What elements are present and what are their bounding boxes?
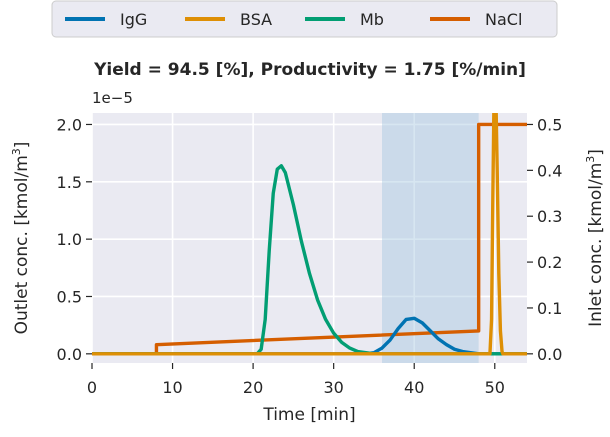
series-lines: [92, 113, 527, 356]
elution-window-shading: [382, 113, 479, 363]
y-left-axis-ticks: 0.0 0.5 1.0 1.5 2.0: [57, 115, 92, 364]
y-right-tick-label: 0.3: [537, 207, 562, 226]
chart-title: Yield = 94.5 [%], Productivity = 1.75 [%…: [93, 60, 526, 80]
x-tick-label: 40: [404, 378, 424, 397]
y-right-tick-label: 0.1: [537, 299, 562, 318]
y-right-tick-label: 0.0: [537, 345, 562, 364]
plot-area: [92, 113, 527, 363]
y-right-axis-ticks: 0.0 0.1 0.2 0.3 0.4 0.5: [527, 115, 562, 364]
legend-label-nacl: NaCl: [485, 10, 522, 29]
legend-frame: [51, 0, 558, 38]
y-left-tick-label: 2.0: [57, 115, 82, 134]
legend: IgG BSA Mb NaCl: [51, 0, 558, 38]
y-right-axis-label: Inlet conc. [kmol/m3]: [584, 149, 606, 327]
x-axis-ticks: 0 10 20 30 40 50: [87, 363, 505, 397]
x-tick-label: 20: [243, 378, 263, 397]
y-offset-label: 1e−5: [92, 89, 133, 107]
x-axis-label: Time [min]: [262, 405, 355, 425]
y-left-axis-label: Outlet conc. [kmol/m3]: [10, 142, 32, 335]
x-tick-label: 50: [485, 378, 505, 397]
y-left-tick-label: 1.5: [57, 173, 82, 192]
legend-label-mb: Mb: [360, 10, 384, 29]
legend-label-bsa: BSA: [240, 10, 272, 29]
series-line-mb: [92, 164, 527, 356]
x-tick-label: 10: [162, 378, 182, 397]
y-left-tick-label: 1.0: [57, 230, 82, 249]
y-right-tick-label: 0.4: [537, 161, 562, 180]
y-left-tick-label: 0.0: [57, 345, 82, 364]
y-right-tick-label: 0.5: [537, 115, 562, 134]
x-tick-label: 0: [87, 378, 97, 397]
x-tick-label: 30: [323, 378, 343, 397]
series-line-bsa: [92, 113, 527, 356]
y-left-tick-label: 0.5: [57, 287, 82, 306]
legend-label-igg: IgG: [120, 10, 147, 29]
y-right-tick-label: 0.2: [537, 253, 562, 272]
series-line-igg: [92, 316, 527, 356]
